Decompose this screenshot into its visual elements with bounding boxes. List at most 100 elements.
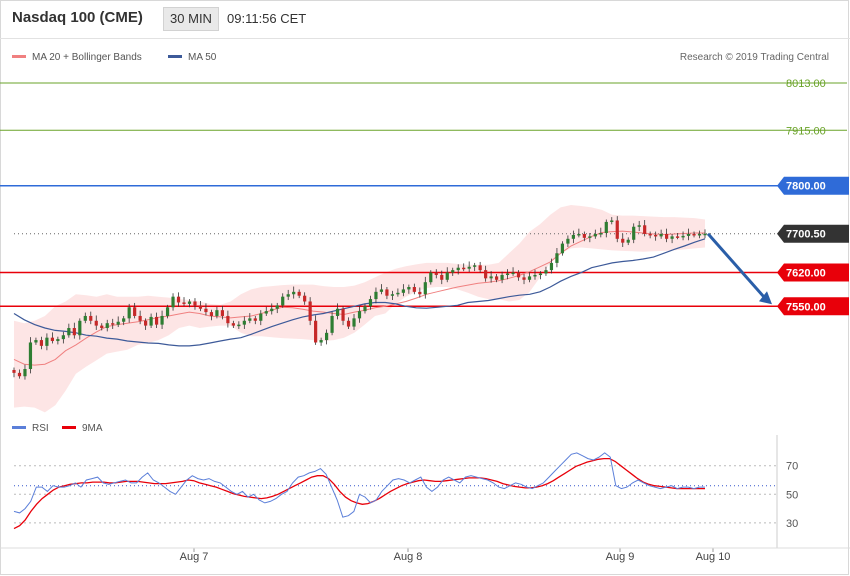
candle-body <box>50 337 54 342</box>
candle-body <box>281 296 285 306</box>
candle-body <box>116 321 120 325</box>
date-label-1: Aug 8 <box>394 551 423 563</box>
candle-body <box>626 239 630 243</box>
legend-ma20: MA 20 + Bollinger Bands <box>12 52 142 63</box>
candle-body <box>571 234 575 239</box>
rsi-tick-label: 70 <box>786 461 798 473</box>
candle-body <box>423 282 427 295</box>
ma20-swatch <box>12 54 26 58</box>
header: Nasdaq 100 (CME) 30 MIN 09:11:56 CET <box>0 0 850 38</box>
candle-body <box>346 320 351 327</box>
candle-body <box>495 276 499 280</box>
candle-body <box>489 276 493 279</box>
projection-arrowhead <box>759 291 772 305</box>
candle-body <box>654 234 658 237</box>
candle-body <box>538 273 543 276</box>
candle-body <box>83 315 87 321</box>
candle-body <box>45 337 49 346</box>
candle-body <box>473 265 477 267</box>
candle-body <box>665 233 669 239</box>
candle-body <box>335 308 340 316</box>
candle-body <box>133 307 137 316</box>
candle-body <box>341 308 345 321</box>
candle-body <box>621 238 625 243</box>
candle-body <box>522 277 526 280</box>
rsi-line <box>13 452 705 518</box>
candle-body <box>165 307 170 316</box>
candle-body <box>615 220 619 239</box>
legend-ma20-label: MA 20 + Bollinger Bands <box>32 52 142 63</box>
candle-body <box>451 270 455 273</box>
candle-body <box>319 340 323 343</box>
candle-body <box>292 291 296 295</box>
level-label-4: 7620.00 <box>786 268 826 280</box>
level-tag-3 <box>777 224 849 243</box>
candle-body <box>390 294 395 296</box>
candle-body <box>215 310 219 316</box>
candle-body <box>544 270 548 274</box>
candle-body <box>100 325 104 329</box>
candle-body <box>560 243 565 254</box>
candle-body <box>396 292 400 295</box>
candle-body <box>599 233 603 235</box>
candle-body <box>182 302 186 304</box>
candle-body <box>533 274 537 277</box>
candle-body <box>401 289 405 293</box>
candle-body <box>588 236 592 238</box>
level-label-2: 7800.00 <box>786 181 826 193</box>
candle-body <box>648 233 652 236</box>
date-label-2: Aug 9 <box>606 551 635 563</box>
candle-body <box>505 273 510 276</box>
candles <box>12 216 707 380</box>
candle-body <box>670 236 674 239</box>
candle-body <box>357 311 362 319</box>
candle-body <box>703 233 707 236</box>
candle-body <box>374 291 378 300</box>
candle-body <box>330 315 334 333</box>
candle-body <box>516 272 521 278</box>
instrument-title: Nasdaq 100 (CME) <box>12 9 143 26</box>
candle-body <box>659 233 663 237</box>
copyright: Research © 2019 Trading Central <box>679 52 829 63</box>
candle-body <box>418 291 422 295</box>
candle-body <box>286 294 290 297</box>
candle-body <box>94 320 98 326</box>
level-tag-5 <box>777 297 849 316</box>
candle-body <box>368 299 373 307</box>
candle-body <box>445 272 449 280</box>
candle-body <box>89 315 93 321</box>
candle-body <box>264 311 268 314</box>
candle-body <box>39 340 44 346</box>
level-tag-4 <box>777 263 849 282</box>
candle-body <box>248 318 252 321</box>
candle-body <box>637 225 641 227</box>
candle-body <box>352 318 356 327</box>
candle-body <box>111 323 115 325</box>
candle-body <box>67 328 71 336</box>
candle-body <box>34 340 38 343</box>
legend-rsi: RSI <box>12 423 49 434</box>
projection-arrow <box>706 232 768 301</box>
legend-9ma-label: 9MA <box>82 423 103 434</box>
header-divider <box>0 38 850 39</box>
rsi-9ma-line <box>13 457 705 530</box>
candle-body <box>484 270 488 279</box>
candle-body <box>187 301 192 304</box>
candle-body <box>511 272 515 275</box>
candle-body <box>176 296 181 303</box>
level-label-1: 7915.00 <box>786 125 826 137</box>
candle-body <box>220 310 224 316</box>
candle-body <box>198 305 203 309</box>
candle-body <box>204 308 208 313</box>
candle-body <box>697 233 702 236</box>
candle-body <box>566 238 570 244</box>
candle-body <box>275 305 279 309</box>
candle-body <box>23 369 27 377</box>
candle-body <box>467 266 471 269</box>
timeframe-selector[interactable]: 30 MIN <box>163 7 219 31</box>
candle-body <box>582 233 586 238</box>
candle-body <box>56 339 60 342</box>
candle-body <box>105 323 109 329</box>
